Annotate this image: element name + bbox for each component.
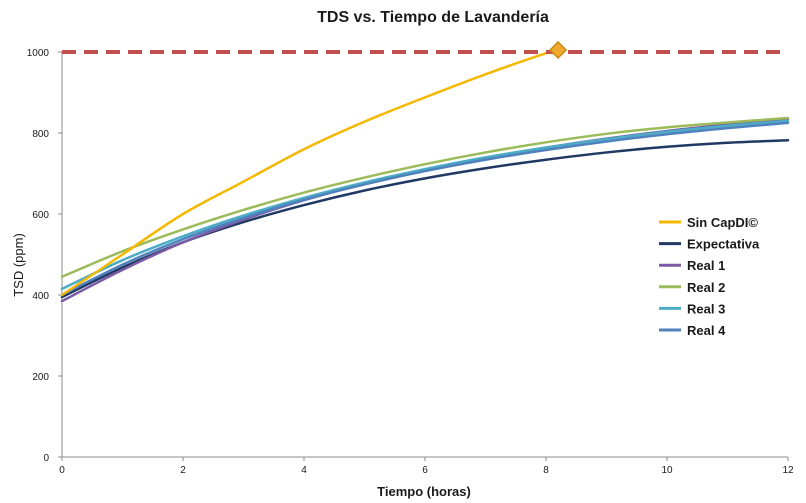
x-tick-label: 6	[422, 465, 428, 476]
series-line-real-2	[60, 116, 790, 279]
legend-label: Expectativa	[687, 237, 760, 252]
x-tick-label: 10	[661, 465, 673, 476]
reference-layer	[62, 40, 788, 60]
y-tick-label: 400	[32, 291, 49, 302]
y-tick-label: 600	[32, 210, 49, 221]
y-tick-label: 1000	[27, 48, 50, 59]
series-line-sin-capdi	[60, 48, 560, 297]
x-tick-label: 2	[180, 465, 186, 476]
limit-reached-marker	[549, 40, 568, 60]
chart-title: TDS vs. Tiempo de Lavandería	[317, 9, 549, 26]
legend-label: Real 1	[687, 258, 725, 273]
legend-label: Sin CapDI©	[687, 215, 758, 230]
x-tick-label: 12	[782, 465, 794, 476]
y-tick-label: 800	[32, 129, 49, 140]
y-tick-label: 200	[32, 372, 49, 383]
legend: Sin CapDI© Expectativa Real 1 Real 2 Real 3 R…	[659, 215, 760, 338]
x-axis-title: Tiempo (horas)	[377, 484, 471, 499]
series-line-real-3	[60, 119, 790, 291]
legend-label: Real 3	[687, 301, 725, 316]
legend-label: Real 2	[687, 280, 725, 295]
y-axis-title: TSD (ppm)	[11, 233, 26, 297]
legend-label: Real 4	[687, 323, 726, 338]
series-line-real-4	[60, 121, 790, 297]
x-tick-label: 0	[59, 465, 65, 476]
x-tick-label: 8	[543, 465, 549, 476]
x-tick-label: 4	[301, 465, 307, 476]
plot-area: 0 2 4 6 8 10 12 0 200 400 600 800 1000	[27, 40, 794, 476]
series-layer	[60, 48, 790, 303]
y-tick-label: 0	[43, 453, 49, 464]
axis-ticks: 0 2 4 6 8 10 12 0 200 400 600 800 1000	[27, 48, 794, 476]
